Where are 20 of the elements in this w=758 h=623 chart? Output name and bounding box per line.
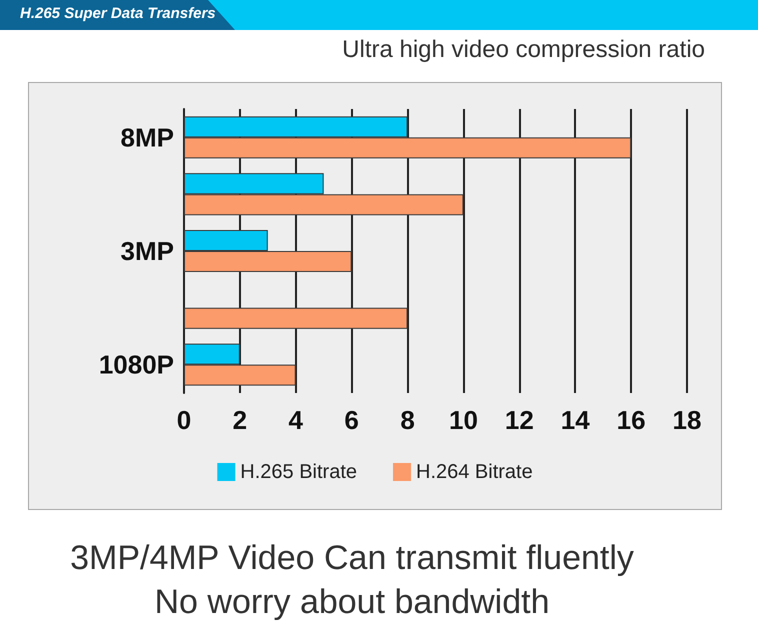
- y-tick-label: 8MP: [120, 122, 174, 152]
- text: 3MP/4MP Video Can transmit fluently: [69, 538, 635, 579]
- y-tick-label: 1080P: [98, 350, 174, 380]
- x-tick-label: 8: [400, 405, 415, 435]
- legend-label: H.264 Bitrate: [416, 461, 533, 483]
- x-tick-label: 12: [504, 405, 534, 435]
- legend-label: H.265 Bitrate: [240, 461, 358, 483]
- x-tick-label: 2: [232, 405, 248, 435]
- bar: [184, 308, 408, 329]
- chart-title: H.265 Super Data Transfers: [20, 5, 216, 22]
- chart-subtitle: Ultra high video compression ratio: [342, 36, 705, 64]
- x-tick-label: 4: [288, 405, 304, 435]
- x-tick-label: 16: [616, 405, 646, 435]
- y-tick-label: 3MP: [120, 236, 174, 266]
- text: No worry about bandwidth: [153, 582, 550, 623]
- x-tick-label: 10: [448, 405, 478, 435]
- x-tick-label: 14: [560, 405, 590, 435]
- x-tick-label: 6: [344, 405, 359, 435]
- x-tick-label: 0: [176, 405, 192, 435]
- x-tick-label: 18: [672, 405, 702, 435]
